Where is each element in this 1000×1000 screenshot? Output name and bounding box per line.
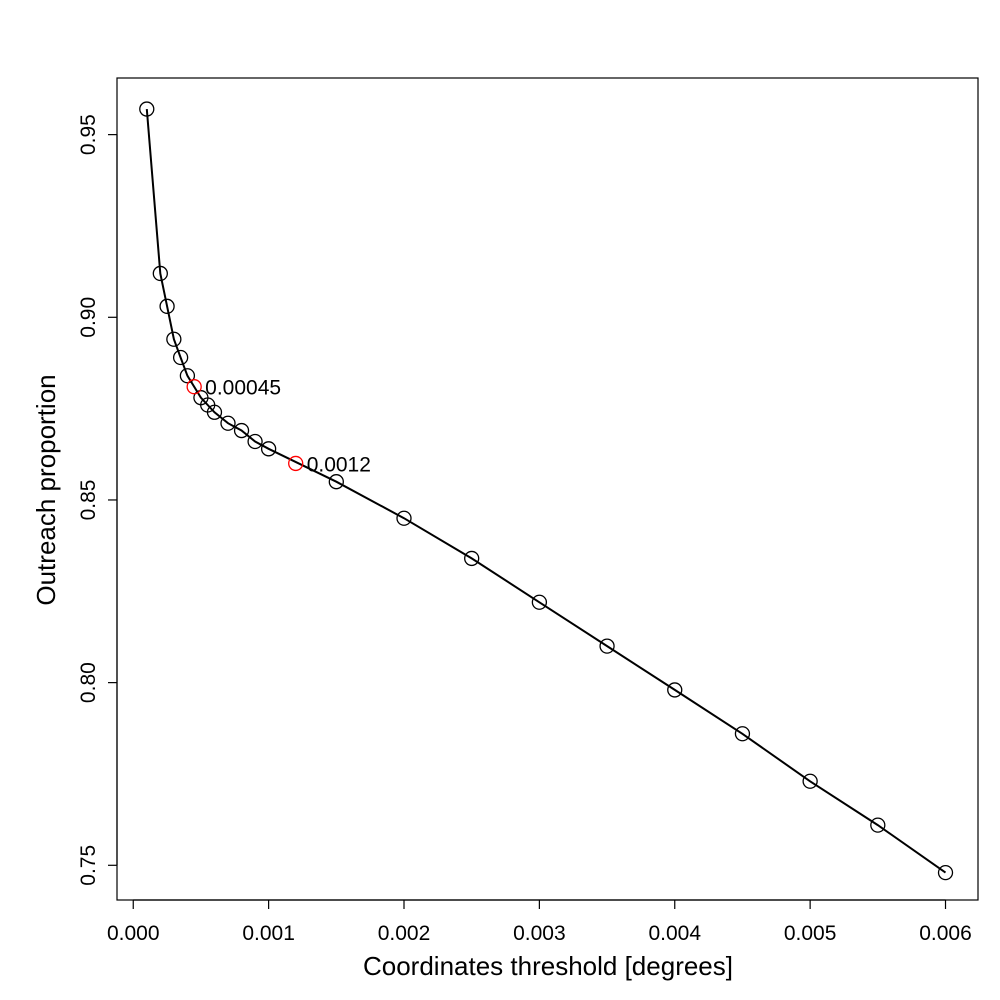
data-point [172, 349, 189, 366]
data-point [464, 550, 480, 567]
x-tick-label: 0.001 [242, 922, 295, 945]
y-axis-title: Outreach proportion [31, 374, 61, 605]
highlight-point [186, 379, 202, 395]
data-point [937, 864, 954, 881]
x-tick-label: 0.003 [513, 922, 566, 945]
x-tick-label: 0.006 [919, 922, 972, 945]
data-point [139, 101, 155, 117]
y-tick-label: 0.80 [77, 662, 100, 703]
data-point [396, 510, 412, 526]
x-tick-label: 0.004 [648, 922, 701, 945]
data-point [802, 773, 818, 789]
x-tick-label: 0.002 [378, 922, 431, 945]
data-point [247, 433, 263, 450]
data-point [206, 404, 223, 420]
data-point [260, 441, 277, 457]
data-point [599, 638, 615, 654]
y-tick-label: 0.85 [77, 480, 100, 521]
data-point [328, 474, 344, 490]
data-point [870, 817, 886, 833]
point-annotation: 0.00045 [205, 377, 281, 400]
data-point [531, 594, 548, 610]
data-point [152, 265, 168, 282]
data-point [734, 726, 751, 742]
data-point [159, 298, 175, 314]
data-point [166, 331, 182, 347]
data-point [233, 422, 250, 439]
y-tick-label: 0.95 [77, 114, 100, 155]
data-point [220, 415, 236, 431]
y-tick-label: 0.90 [77, 297, 100, 338]
data-point [179, 368, 196, 384]
y-tick-label: 0.75 [77, 845, 100, 886]
x-axis: 0.000 0.001 0.002 0.003 0.004 0.005 0.006 [107, 899, 972, 945]
data-point [667, 682, 683, 698]
highlight-point [288, 455, 304, 472]
x-tick-label: 0.005 [784, 922, 837, 945]
x-tick-label: 0.000 [107, 922, 160, 945]
y-axis: 0.75 0.80 0.85 0.90 0.95 [77, 114, 118, 886]
point-annotation: 0.0012 [307, 453, 371, 476]
x-axis-title: Coordinates threshold [degrees] [363, 951, 733, 981]
